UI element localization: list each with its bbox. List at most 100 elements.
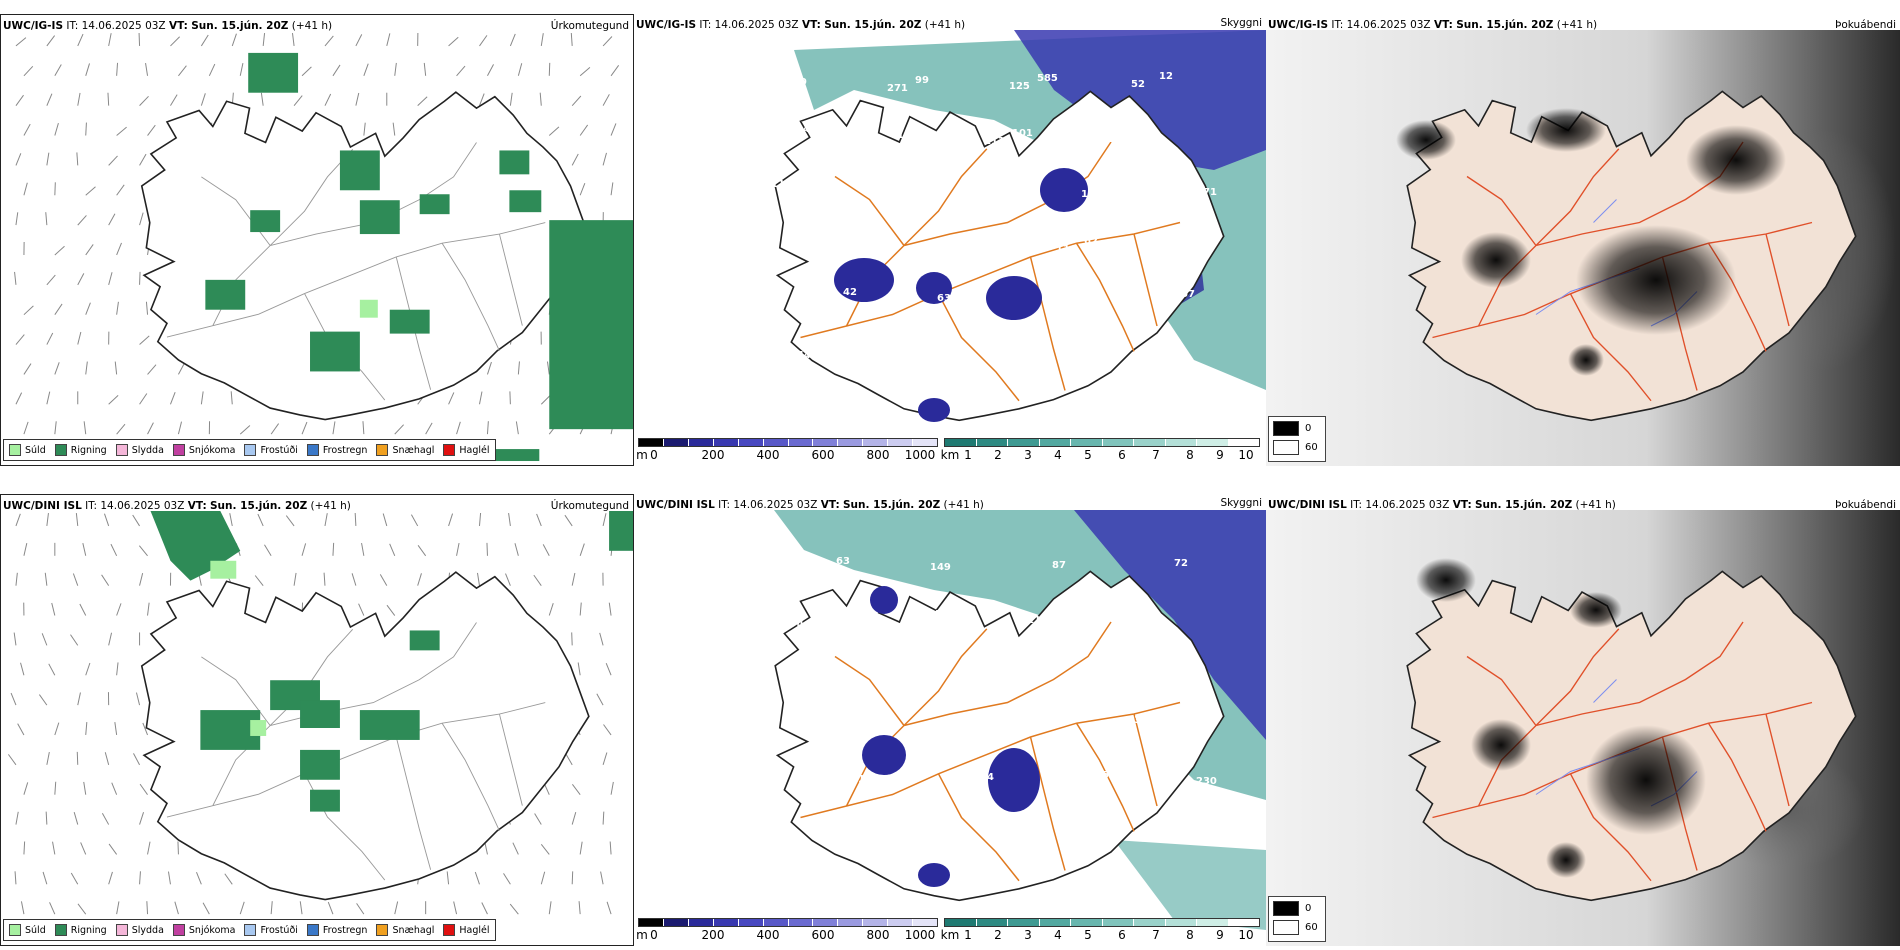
colorbar-step	[713, 919, 739, 926]
fog-panel-bottom: UWC/DINI ISL IT: 14.06.2025 03Z VT: Sun.…	[1266, 494, 1900, 946]
wind-barb	[239, 63, 244, 76]
visibility-value-label: 119	[959, 191, 980, 202]
wind-barb	[116, 62, 119, 76]
visibility-value-label: 174	[783, 619, 804, 630]
wind-barb	[70, 634, 79, 646]
wind-barb	[85, 721, 88, 736]
panel-header: UWC/IG-IS IT: 14.06.2025 03Z VT: Sun. 15…	[3, 20, 629, 32]
wind-barb	[548, 603, 554, 616]
wind-barb	[358, 603, 365, 616]
precip-panel-top: UWC/IG-IS IT: 14.06.2025 03Z VT: Sun. 15…	[0, 14, 634, 466]
visibility-value-label: 24	[796, 124, 810, 135]
wind-barb	[177, 421, 183, 435]
wind-barb	[20, 662, 25, 676]
wind-barb	[77, 273, 85, 286]
colorbar-step	[738, 439, 764, 446]
wind-barb	[548, 901, 552, 915]
visibility-value-label: 58	[1102, 770, 1116, 781]
colorbar-tick: 3	[1024, 448, 1032, 462]
visibility-value-label: 111	[984, 136, 1005, 147]
wind-barb	[386, 33, 391, 47]
wind-barb	[48, 663, 56, 676]
legend-item: Frostúði	[244, 444, 298, 456]
wind-barb	[264, 544, 272, 557]
wind-barb	[46, 513, 49, 526]
colorbar-tick: 5	[1084, 448, 1092, 462]
wind-barb	[548, 126, 560, 136]
visibility-value-label: 101	[1012, 128, 1033, 139]
wind-barb	[170, 94, 178, 106]
colorbar-step	[688, 919, 714, 926]
visibility-value-label: 38	[883, 719, 897, 730]
wind-barb	[579, 183, 586, 196]
colorbar-step	[763, 439, 789, 446]
wind-barb	[356, 903, 365, 915]
wind-barb	[54, 64, 62, 77]
wind-barb	[54, 245, 65, 256]
wind-barb	[83, 421, 87, 435]
wind-barb	[602, 752, 608, 765]
wind-barb	[602, 36, 613, 47]
wind-barb	[116, 242, 122, 256]
colorbar-step	[1008, 919, 1040, 926]
wind-barb	[536, 513, 542, 527]
legend-item: Haglél	[443, 924, 490, 936]
visibility-value-label: 50	[1149, 613, 1163, 624]
colorbar-tick: 8	[1186, 928, 1194, 942]
wind-barb	[579, 124, 589, 136]
wind-barb	[570, 32, 573, 46]
wind-barb	[73, 811, 79, 825]
visibility-value-label: 66	[1109, 181, 1123, 192]
wind-barb	[23, 543, 28, 556]
visibility-panel-top: UWC/IG-IS IT: 14.06.2025 03Z VT: Sun. 15…	[634, 14, 1266, 466]
wind-barb	[509, 903, 519, 915]
wind-barb	[77, 903, 87, 915]
colorbar-tick: 6	[1118, 448, 1126, 462]
fog-legend-item: 0	[1273, 901, 1321, 916]
colorbar-step	[639, 439, 664, 446]
wind-barb	[231, 33, 237, 47]
colorbar-tick: 10	[1238, 928, 1254, 942]
wind-barb	[101, 812, 110, 825]
wind-barb	[52, 841, 56, 855]
legend-swatch	[244, 444, 257, 456]
wind-barb	[579, 602, 582, 616]
wind-barb	[389, 543, 396, 556]
visibility-value-label: 196	[1134, 126, 1155, 137]
wind-barb	[79, 603, 87, 616]
wind-barb	[45, 811, 48, 825]
wind-barb	[425, 422, 433, 435]
wind-barb	[293, 95, 303, 106]
visibility-value-label: 59	[940, 340, 954, 351]
legend-swatch	[306, 444, 319, 456]
wind-barb	[38, 694, 48, 706]
visibility-value-label: 49	[955, 827, 969, 838]
legend-swatch	[9, 444, 21, 456]
legend-item: Rigning	[54, 924, 107, 936]
wind-barb	[85, 244, 94, 256]
km-colorbar: km 1 2 3 4 5 6 7 8 9 10	[941, 438, 1260, 462]
wind-barb	[579, 66, 591, 77]
wind-barb	[386, 604, 396, 616]
wind-barb	[571, 784, 581, 795]
legend-swatch	[443, 924, 456, 936]
visibility-value-label: 54	[980, 772, 994, 783]
precip-map	[1, 31, 633, 465]
legend-item: Súld	[9, 924, 46, 936]
legend-item: Frostregn	[306, 444, 367, 456]
wind-barb	[579, 543, 585, 556]
wind-barb	[108, 33, 112, 47]
visibility-value-label: 62	[1084, 236, 1098, 247]
colorbar-step	[788, 439, 814, 446]
visibility-value-label: 83	[765, 85, 779, 96]
colorbar-step	[1071, 439, 1103, 446]
visibility-value-label: 130	[858, 774, 879, 785]
visibility-value-label: 122	[818, 342, 839, 353]
wind-barb	[196, 872, 202, 885]
wind-barb	[23, 841, 26, 855]
visibility-value-label: 67	[1181, 289, 1195, 300]
visibility-value-label: 59	[865, 185, 879, 196]
wind-barb	[379, 574, 388, 586]
wind-barb	[76, 152, 79, 166]
colorbar-tick: 600	[811, 448, 835, 462]
